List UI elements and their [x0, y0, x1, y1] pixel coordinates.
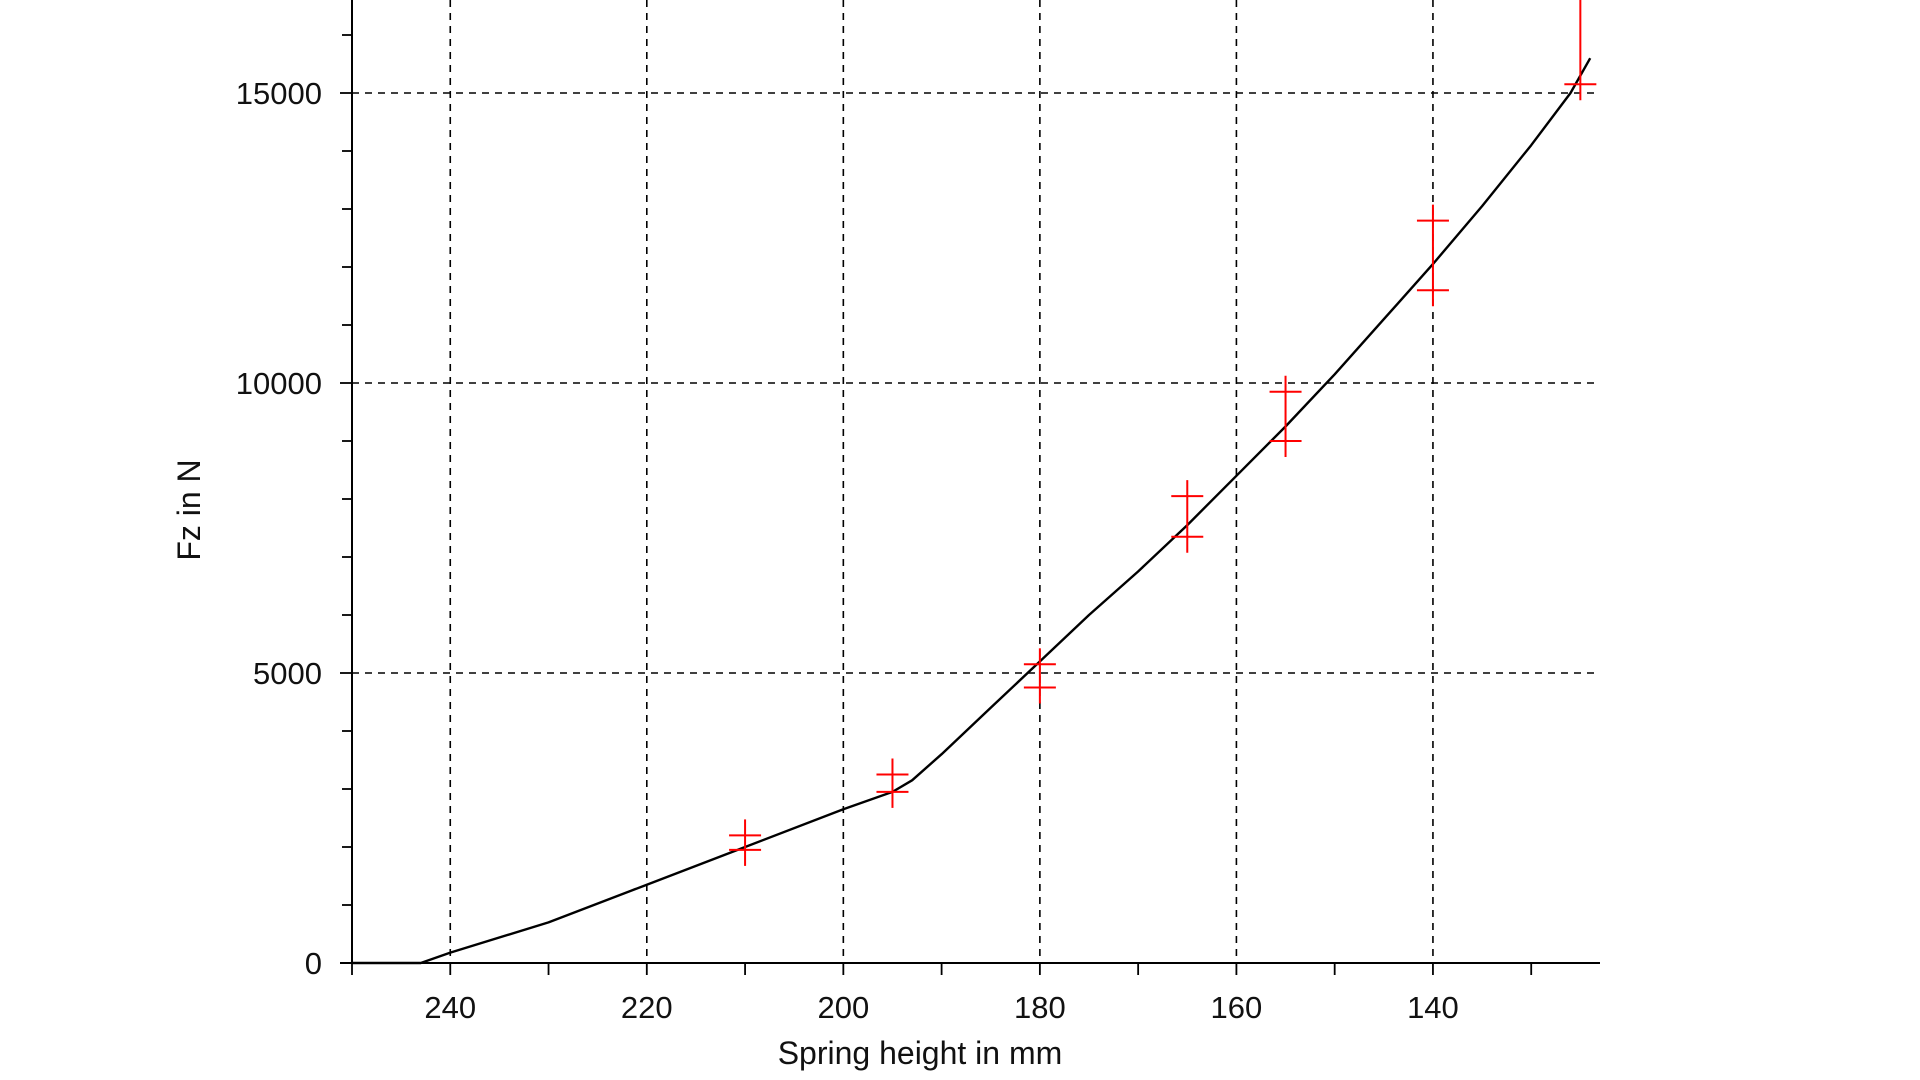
y-tick-label: 0 [305, 946, 322, 981]
measurement-errorbar [729, 819, 762, 866]
measurement-errorbar [1269, 375, 1302, 457]
measurement-errorbar [1564, 0, 1597, 101]
grid-lines [352, 0, 1600, 963]
x-tick-labels: 240 220 200 180 160 140 [424, 990, 1458, 1025]
measurement-errorbar [1416, 204, 1449, 307]
axes [340, 0, 1600, 975]
y-tick-labels: 0 5000 10000 15000 [236, 76, 322, 981]
y-tick-label: 5000 [253, 656, 322, 691]
x-tick-label: 160 [1211, 990, 1263, 1025]
model-curve [352, 57, 1592, 965]
x-tick-label: 240 [424, 990, 476, 1025]
measurement-errorbar [1023, 648, 1056, 704]
series-layer [352, 0, 1597, 965]
y-tick-label: 10000 [236, 366, 322, 401]
measurement-errorbar [1171, 480, 1204, 553]
x-tick-label: 200 [817, 990, 869, 1025]
y-axis-title: Fz in N [171, 459, 207, 560]
measurement-errorbar [876, 758, 909, 808]
x-tick-label: 220 [621, 990, 673, 1025]
x-axis-title: Spring height in mm [778, 1035, 1063, 1071]
y-tick-label: 15000 [236, 76, 322, 111]
x-tick-label: 180 [1014, 990, 1066, 1025]
x-tick-label: 140 [1407, 990, 1459, 1025]
